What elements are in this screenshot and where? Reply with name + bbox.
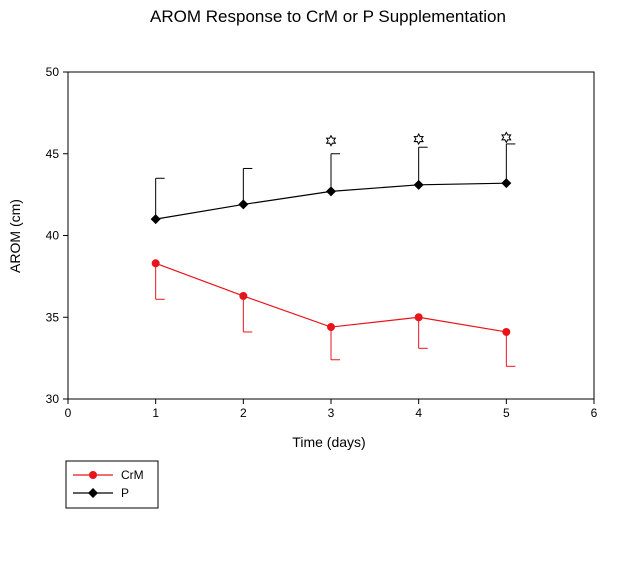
y-tick-label: 30 xyxy=(46,392,60,406)
y-tick-label: 45 xyxy=(46,147,60,161)
x-tick-label: 0 xyxy=(65,406,72,420)
chart-title: AROM Response to CrM or P Supplementatio… xyxy=(150,7,506,26)
data-point xyxy=(326,186,336,197)
y-tick-label: 40 xyxy=(46,229,60,243)
x-tick-label: 6 xyxy=(591,406,598,420)
series-layer xyxy=(150,131,516,367)
data-point xyxy=(502,327,511,336)
x-tick-label: 2 xyxy=(240,406,247,420)
significance-star-icon xyxy=(325,134,337,147)
data-point xyxy=(501,178,512,189)
legend-label: P xyxy=(121,486,129,500)
significance-star-icon xyxy=(413,132,424,146)
data-point xyxy=(413,179,424,190)
series-p xyxy=(150,143,516,225)
data-point xyxy=(414,313,423,322)
data-point xyxy=(150,214,161,225)
y-axis-label: AROM (cm) xyxy=(7,199,23,273)
legend-label: CrM xyxy=(121,468,144,482)
series-crm xyxy=(151,259,516,367)
x-tick-label: 4 xyxy=(415,406,422,420)
legend: CrM P xyxy=(65,460,159,509)
significance-star-icon xyxy=(501,131,512,144)
legend-marker xyxy=(89,471,97,479)
x-tick-label: 5 xyxy=(503,406,510,420)
y-tick-label: 35 xyxy=(46,310,60,324)
legend-marker xyxy=(88,488,98,498)
legend-box xyxy=(65,460,159,509)
data-point xyxy=(327,323,335,332)
data-point xyxy=(151,259,160,268)
x-tick-label: 3 xyxy=(328,406,335,420)
data-point xyxy=(238,199,249,210)
data-point xyxy=(239,291,248,300)
x-tick-label: 1 xyxy=(152,406,159,420)
series-line xyxy=(155,262,507,333)
y-tick-label: 50 xyxy=(46,65,60,79)
x-axis-label: Time (days) xyxy=(292,434,365,450)
